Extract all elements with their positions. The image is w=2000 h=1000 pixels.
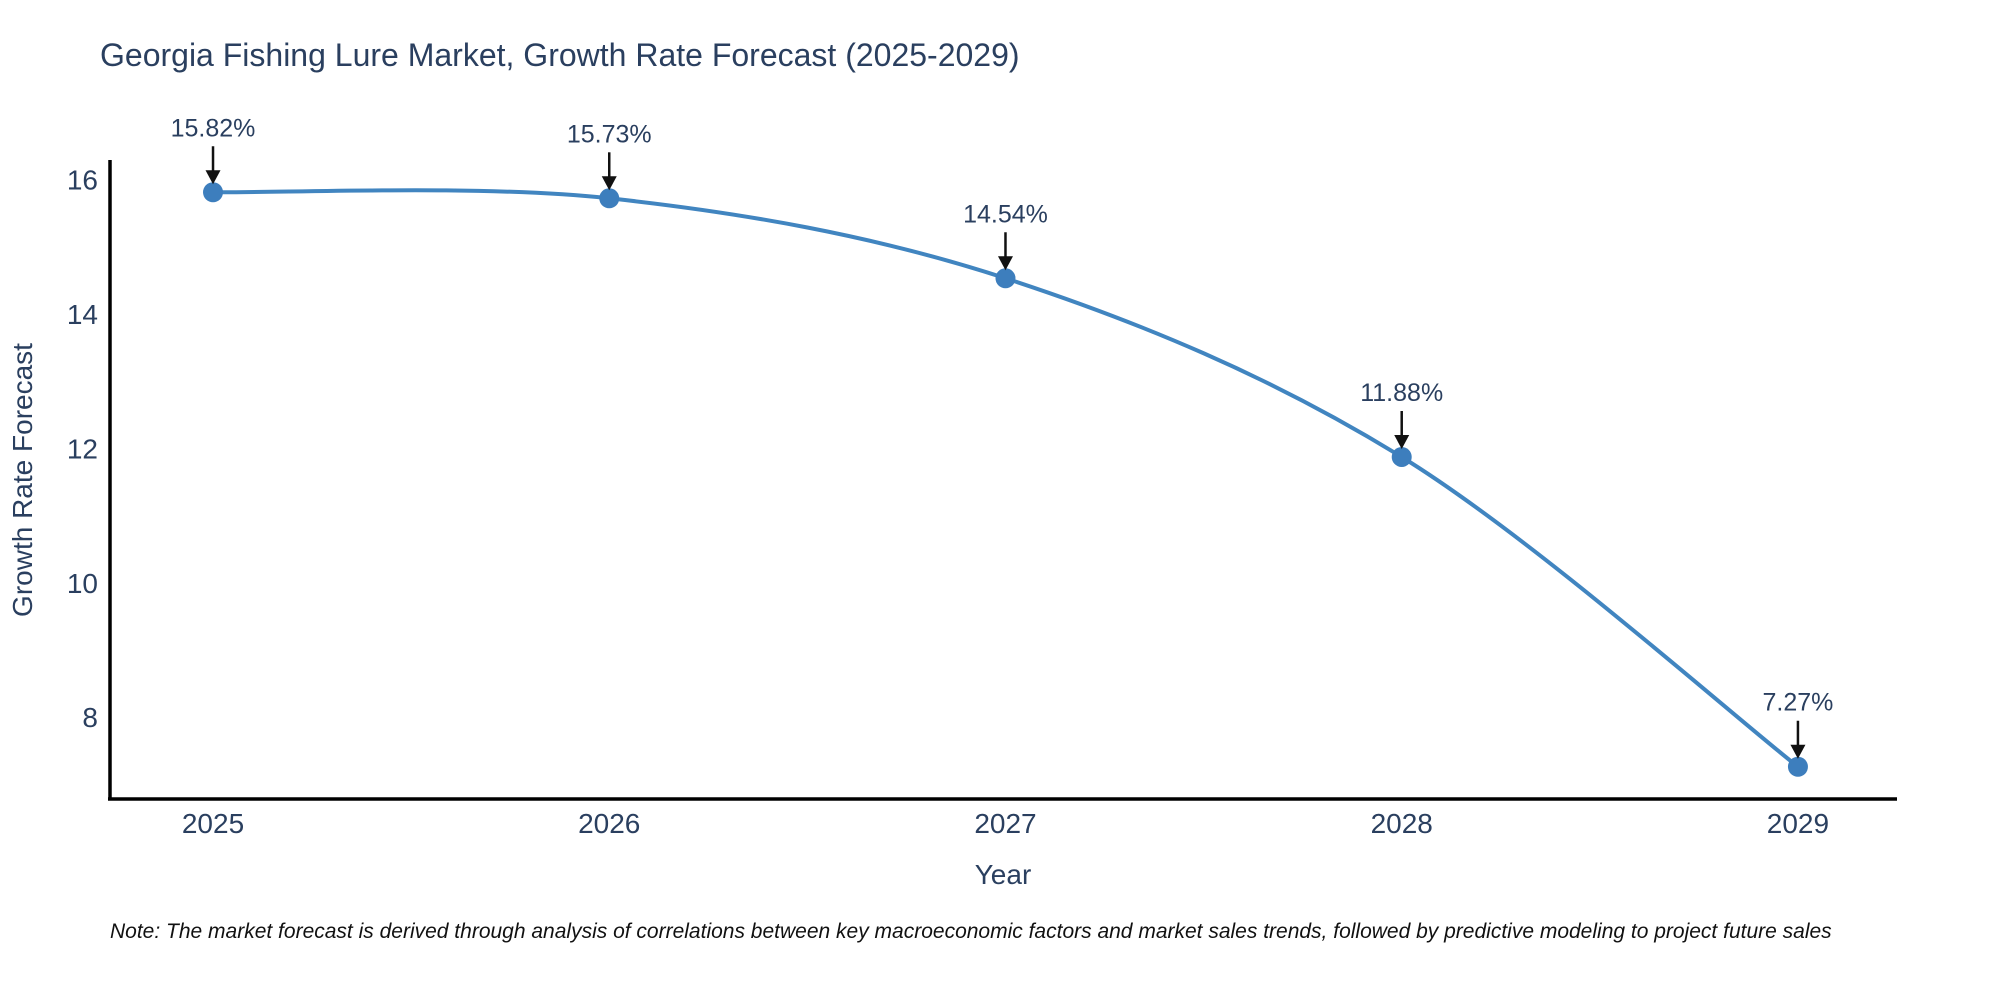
chart-title: Georgia Fishing Lure Market, Growth Rate…: [100, 37, 1020, 73]
data-point-2027: [995, 268, 1016, 289]
data-point-2026: [599, 188, 620, 209]
point-label: 11.88%: [1360, 379, 1443, 407]
point-label: 15.73%: [567, 120, 652, 148]
series-growth-rate: [203, 182, 1808, 777]
annotation-arrow-head: [997, 256, 1013, 271]
point-label: 14.54%: [963, 200, 1048, 228]
series-line: [211, 188, 1800, 769]
y-axis-tick-labels: 8 10 12 14 16: [67, 165, 98, 734]
point-label: 7.27%: [1762, 689, 1833, 717]
x-tick-label: 2027: [974, 808, 1036, 839]
x-tick-label: 2025: [182, 808, 244, 839]
y-tick-label: 8: [82, 702, 98, 733]
footnote: Note: The market forecast is derived thr…: [110, 920, 1832, 943]
x-axis-title: Year: [975, 859, 1032, 890]
data-point-2028: [1391, 446, 1412, 467]
data-point-2029: [1787, 756, 1808, 777]
y-axis-title: Growth Rate Forecast: [7, 343, 38, 617]
y-tick-label: 16: [67, 165, 98, 196]
annotation-arrow-head: [1790, 744, 1806, 759]
x-tick-label: 2026: [578, 808, 640, 839]
annotation-arrow-head: [601, 176, 617, 191]
y-tick-label: 10: [67, 568, 98, 599]
y-tick-label: 12: [67, 433, 98, 464]
x-axis-tick-labels: 2025 2026 2027 2028 2029: [182, 808, 1829, 839]
y-tick-label: 14: [67, 299, 98, 330]
annotation-arrow-head: [205, 170, 221, 185]
annotation-arrow-head: [1394, 434, 1410, 449]
point-annotations: 15.82% 15.73% 14.54% 11.88% 7.27%: [171, 114, 1833, 759]
x-tick-label: 2028: [1371, 808, 1433, 839]
x-tick-label: 2029: [1767, 808, 1829, 839]
data-point-2025: [203, 182, 224, 203]
point-label: 15.82%: [171, 114, 256, 142]
